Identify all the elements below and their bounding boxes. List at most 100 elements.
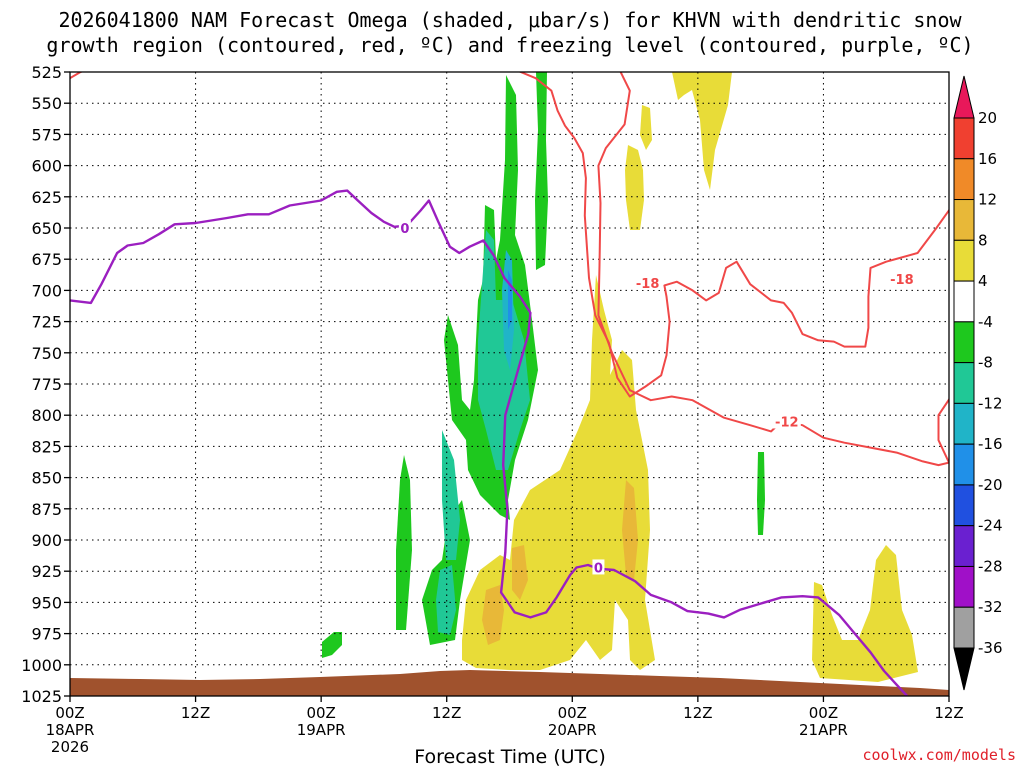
y-tick-label-975: 975 (31, 625, 62, 644)
omega-region-pos-2 (672, 72, 732, 190)
y-tick-label-950: 950 (31, 593, 62, 612)
x-tick-label-24-1: 19APR (297, 721, 346, 739)
colorbar-label-0: 20 (978, 109, 997, 127)
contour-label-bg-4 (772, 413, 801, 429)
x-tick-label-24-0: 00Z (306, 704, 335, 722)
x-tick-label-72-0: 00Z (809, 704, 838, 722)
y-tick-label-525: 525 (31, 63, 62, 82)
colorbar-box-10 (953, 484, 975, 527)
y-axis-ticks: 525 550 575 600 625 650 675 700 725 750 775 800 825 8… (21, 63, 70, 706)
x-tick-label-36-0: 12Z (432, 704, 461, 722)
x-tick-label-72-1: 21APR (799, 721, 848, 739)
y-tick-label-550: 550 (31, 94, 62, 113)
colorbar-box-8 (953, 402, 975, 445)
omega-region-neg-5 (322, 632, 342, 658)
y-tick-label-725: 725 (31, 313, 62, 332)
omega-region-pos-4 (640, 105, 652, 150)
colorbar-bottom-arrow (953, 647, 975, 691)
y-tick-label-650: 650 (31, 219, 62, 238)
omega-region-orange-3 (512, 545, 528, 600)
y-tick-label-850: 850 (31, 469, 62, 488)
contour-label-bg-2 (633, 274, 662, 290)
colorbar-box-5 (953, 280, 975, 323)
omega-region-neg-2 (535, 72, 548, 270)
y-tick-label-625: 625 (31, 188, 62, 207)
omega-region-orange-2 (622, 480, 638, 580)
contour-label-bg-1 (592, 559, 605, 575)
dgz-contour-2 (597, 72, 949, 467)
y-tick-label-900: 900 (31, 531, 62, 550)
colorbar-label-4: 4 (978, 272, 988, 290)
credit-text: coolwx.com/models (862, 746, 1016, 764)
colorbar-label-7: -12 (978, 394, 1003, 412)
colorbar-top-arrow (953, 75, 975, 119)
colorbar-box-13 (953, 606, 975, 649)
y-tick-label-700: 700 (31, 281, 62, 300)
contour-label-2: -18 (636, 277, 660, 292)
contour-label-3: -18 (890, 273, 914, 288)
colorbar-label-6: -8 (978, 354, 993, 372)
contour-label-0: 0 (400, 222, 409, 237)
x-tick-label-48-0: 00Z (558, 704, 587, 722)
omega-region-neg-6 (757, 452, 765, 535)
omega-region-teal-3 (436, 565, 456, 635)
colorbar-box-9 (953, 443, 975, 486)
x-tick-label-48-1: 20APR (548, 721, 597, 739)
y-tick-label-750: 750 (31, 344, 62, 363)
dgz-contour-0 (70, 72, 84, 80)
x-tick-label-12-0: 12Z (181, 704, 210, 722)
y-tick-label-775: 775 (31, 375, 62, 394)
colorbar-box-7 (953, 362, 975, 404)
colorbar-box-12 (953, 565, 975, 608)
grid-lines (70, 72, 949, 696)
colorbar-label-10: -24 (978, 517, 1003, 535)
colorbar-box-3 (953, 199, 975, 241)
x-tick-label-0-1: 18APR (46, 721, 95, 739)
colorbar-box-4 (953, 239, 975, 282)
contour-label-1: 0 (594, 561, 603, 576)
colorbar-label-2: 12 (978, 191, 997, 209)
colorbar-label-3: 8 (978, 231, 988, 249)
y-tick-label-1025: 1025 (21, 687, 62, 706)
x-tick-label-0-0: 00Z (55, 704, 84, 722)
omega-region-blue-1 (508, 270, 512, 330)
colorbar-box-1 (953, 117, 975, 160)
y-tick-label-800: 800 (31, 406, 62, 425)
colorbar-label-1: 16 (978, 150, 997, 168)
dendritic-growth-contours (70, 72, 949, 467)
y-tick-label-600: 600 (31, 157, 62, 176)
chart-title-line-2: growth region (contoured, red, ºC) and f… (46, 33, 973, 57)
colorbar-label-11: -28 (978, 557, 1003, 575)
y-tick-label-825: 825 (31, 437, 62, 456)
colorbar-box-6 (953, 321, 975, 364)
colorbar-box-2 (953, 158, 975, 201)
chart-title-line-1: 2026041800 NAM Forecast Omega (shaded, μ… (58, 8, 962, 32)
y-tick-label-1000: 1000 (21, 656, 62, 675)
omega-region-pos-3 (625, 145, 644, 230)
x-tick-label-0-2: 2026 (51, 738, 89, 756)
omega-region-orange-1 (482, 585, 504, 645)
colorbar-box-11 (953, 525, 975, 567)
y-tick-label-875: 875 (31, 500, 62, 519)
freezing-level-contour (70, 189, 908, 696)
x-tick-label-60-0: 12Z (683, 704, 712, 722)
contour-labels: 0 0 -18 -18 -12 (398, 220, 916, 576)
y-tick-label-675: 675 (31, 250, 62, 269)
y-tick-label-925: 925 (31, 562, 62, 581)
colorbar-label-9: -20 (978, 476, 1003, 494)
dgz-contour-1 (518, 72, 949, 398)
colorbar-label-13: -36 (978, 639, 1003, 657)
omega-region-neg-3 (396, 455, 412, 630)
x-tick-label-84-0: 12Z (934, 704, 963, 722)
contour-label-bg-3 (887, 271, 916, 287)
contour-label-bg-0 (398, 220, 411, 235)
colorbar-label-8: -16 (978, 435, 1003, 453)
y-tick-label-575: 575 (31, 125, 62, 144)
x-axis-label: Forecast Time (UTC) (414, 746, 605, 768)
terrain-ground (70, 670, 949, 696)
omega-region-pos-5 (812, 545, 918, 682)
colorbar-label-12: -32 (978, 598, 1003, 616)
contour-label-4: -12 (775, 415, 799, 430)
